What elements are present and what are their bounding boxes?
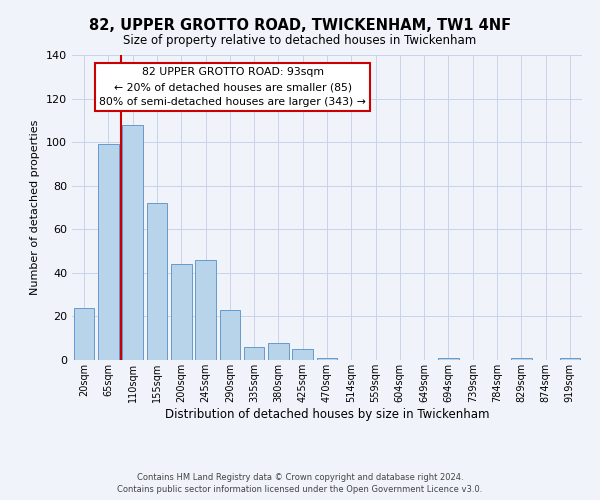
Bar xyxy=(195,260,216,360)
Text: Size of property relative to detached houses in Twickenham: Size of property relative to detached ho… xyxy=(124,34,476,47)
Bar xyxy=(317,358,337,360)
Text: Contains HM Land Registry data © Crown copyright and database right 2024.
Contai: Contains HM Land Registry data © Crown c… xyxy=(118,472,482,494)
Text: 82 UPPER GROTTO ROAD: 93sqm
← 20% of detached houses are smaller (85)
80% of sem: 82 UPPER GROTTO ROAD: 93sqm ← 20% of det… xyxy=(99,67,366,107)
Bar xyxy=(98,144,119,360)
Bar xyxy=(438,358,459,360)
Y-axis label: Number of detached properties: Number of detached properties xyxy=(31,120,40,295)
Bar xyxy=(268,342,289,360)
Bar xyxy=(146,203,167,360)
Bar xyxy=(122,124,143,360)
Bar xyxy=(171,264,191,360)
X-axis label: Distribution of detached houses by size in Twickenham: Distribution of detached houses by size … xyxy=(165,408,489,420)
Bar xyxy=(560,358,580,360)
Bar xyxy=(292,349,313,360)
Bar xyxy=(511,358,532,360)
Bar xyxy=(244,347,265,360)
Bar xyxy=(220,310,240,360)
Text: 82, UPPER GROTTO ROAD, TWICKENHAM, TW1 4NF: 82, UPPER GROTTO ROAD, TWICKENHAM, TW1 4… xyxy=(89,18,511,32)
Bar xyxy=(74,308,94,360)
